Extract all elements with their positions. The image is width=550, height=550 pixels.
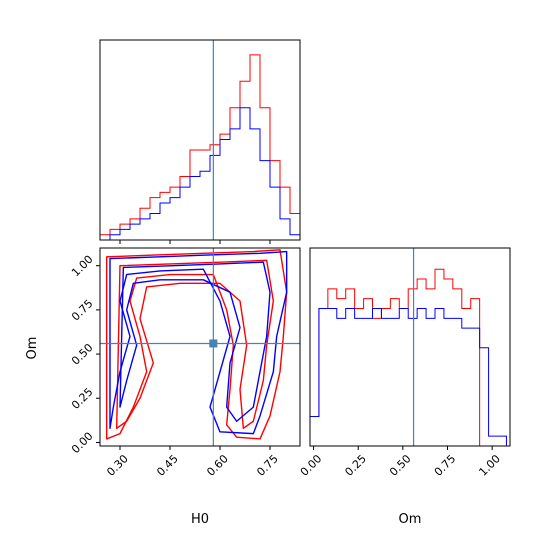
om-x-tick-label: 1.00 [476, 452, 503, 479]
red-h0-histogram-step [99, 54, 301, 240]
om-y-tick-label: 0.25 [69, 385, 96, 412]
truth-marker [209, 339, 218, 348]
om-x-tick-label: 0.75 [432, 452, 459, 479]
h0-x-tick-label: 0.75 [254, 452, 281, 479]
blue-contour [119, 261, 271, 422]
blue-h0-histogram-step [100, 107, 301, 241]
blue-contour [109, 250, 288, 435]
red-contour [105, 249, 288, 440]
x-axis-title-h0: H0 [191, 512, 209, 527]
contour-frame [99, 247, 301, 447]
om-x-tick-label: 0.00 [298, 452, 325, 479]
red-om-histogram-step [309, 268, 507, 447]
y-axis-title-om: Om [25, 337, 40, 360]
om-hist-frame [309, 247, 511, 447]
x-axis-title-om: Om [399, 512, 422, 527]
red-contour [115, 259, 275, 430]
om-y-tick-label: 1.00 [69, 253, 96, 280]
h0-hist-frame [99, 39, 301, 241]
om-y-tick-label: 0.75 [69, 297, 96, 324]
blue-om-histogram-step [309, 308, 507, 446]
h0-x-tick-label: 0.60 [204, 452, 231, 479]
h0-x-tick-label: 0.45 [154, 452, 181, 479]
h0-x-tick-label: 0.30 [104, 452, 131, 479]
om-y-tick-label: 0.00 [69, 430, 96, 457]
hist-h0-panel [99, 39, 301, 244]
om-x-tick-label: 0.25 [342, 452, 369, 479]
hist-om-panel: 0.00 0.25 0.50 0.75 1.00 [298, 247, 511, 479]
om-y-tick-label: 0.50 [69, 341, 96, 368]
om-x-tick-label: 0.50 [387, 452, 414, 479]
contour-lines [105, 249, 288, 440]
contour-panel: 0.30 0.45 0.60 0.75 0.00 0.25 0.50 0.75 1.00 [69, 247, 301, 479]
